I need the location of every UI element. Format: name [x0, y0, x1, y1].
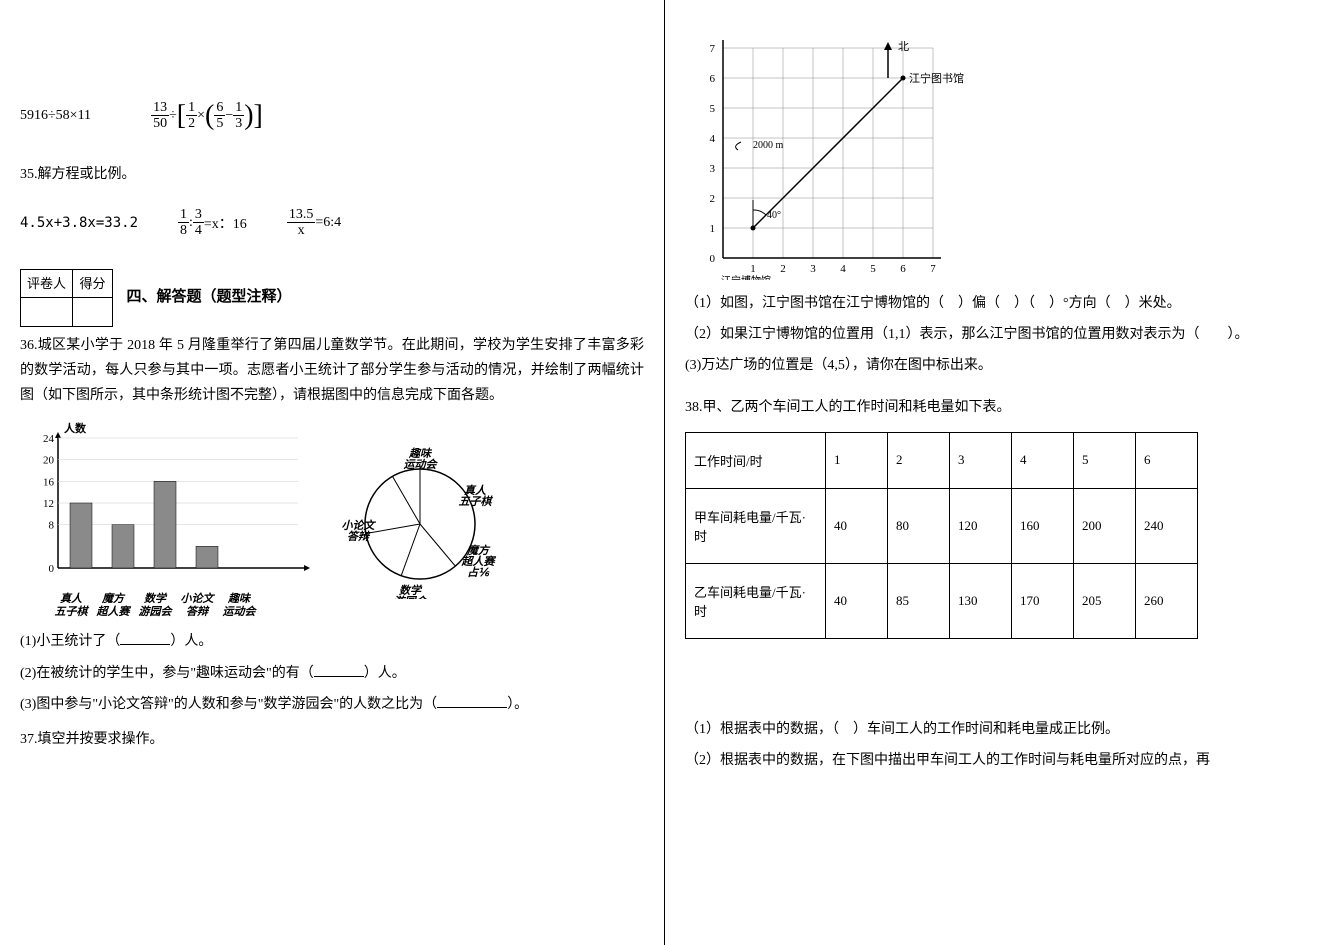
q36-s3: (3)图中参与"小论文答辩"的人数和参与"数学游园会"的人数之比为（）。 [20, 692, 644, 717]
svg-text:7: 7 [710, 43, 716, 55]
pie-chart: 趣味运动会真人五子棋魔方超人赛占⅙数学游园会小论文答辩 [340, 439, 500, 599]
svg-text:16: 16 [43, 476, 55, 488]
svg-text:2: 2 [780, 263, 786, 275]
svg-text:3: 3 [710, 163, 716, 175]
svg-text:1: 1 [750, 263, 756, 275]
svg-text:3: 3 [810, 263, 816, 275]
right-column: 1 2 3 4 5 6 7 0 1 2 3 4 5 6 7 北江宁图书馆江宁博物馆 2000 m 40° （1）如… [665, 0, 1335, 945]
bar-chart: 人数 24 20 16 12 8 0 真人五子棋魔方超人赛数学游园会小论文答辩趣味运动会 [30, 418, 310, 619]
q35-e1: 4.5x+3.8x=33.2 [20, 215, 138, 231]
q35-row: 4.5x+3.8x=33.2 18 : 34 =x：16 13.5x =6:4 [20, 207, 644, 239]
section4-row: 评卷人得分 四、解答题（题型注释） [20, 269, 644, 327]
svg-text:江宁博物馆: 江宁博物馆 [721, 274, 771, 280]
svg-text:运动会: 运动会 [404, 458, 439, 471]
q35-title: 35.解方程或比例。 [20, 162, 644, 187]
q34-expr2: 1350 ÷ [ 12 × ( 65 − 13 ) ] [151, 100, 263, 132]
score-h2: 得分 [73, 269, 113, 297]
q38-s2: （2）根据表中的数据，在下图中描出甲车间工人的工作时间与耗电量所对应的点，再 [685, 748, 1315, 773]
svg-text:5: 5 [710, 103, 716, 115]
svg-text:0: 0 [710, 253, 716, 265]
svg-text:五子棋: 五子棋 [459, 495, 494, 508]
svg-text:5: 5 [870, 263, 876, 275]
svg-text:2000 m: 2000 m [753, 140, 784, 151]
svg-text:2: 2 [710, 193, 716, 205]
q37-s3: (3)万达广场的位置是（4,5），请你在图中标出来。 [685, 353, 1315, 378]
q35-e2: 18 : 34 =x：16 [178, 207, 247, 239]
q38-table: 工作时间/时123456甲车间耗电量/千瓦·时4080120160200240乙… [685, 432, 1198, 639]
q38-title: 38.甲、乙两个车间工人的工作时间和耗电量如下表。 [685, 395, 1315, 420]
svg-text:占⅙: 占⅙ [467, 566, 490, 579]
svg-text:20: 20 [43, 455, 55, 467]
q36-body: 36.城区某小学于 2018 年 5 月隆重举行了第四届儿童数学节。在此期间，学… [20, 333, 644, 409]
svg-text:24: 24 [43, 433, 55, 445]
svg-text:40°: 40° [767, 210, 781, 221]
q38-s1: （1）根据表中的数据，（ ）车间工人的工作时间和耗电量成正比例。 [685, 717, 1315, 742]
svg-text:7: 7 [930, 263, 936, 275]
svg-text:人数: 人数 [64, 421, 87, 435]
svg-text:4: 4 [710, 133, 716, 145]
q34-expr1: 5916÷58×11 [20, 108, 91, 124]
svg-text:0: 0 [49, 563, 55, 575]
svg-text:游园会: 游园会 [394, 595, 429, 599]
charts-row: 人数 24 20 16 12 8 0 真人五子棋魔方超人赛数学游园会小论文答辩趣味运动会 趣… [30, 418, 644, 619]
q37-s2: （2）如果江宁博物馆的位置用（1,1）表示，那么江宁图书馆的位置用数对表示为（ … [685, 322, 1315, 347]
q37-title: 37.填空并按要求操作。 [20, 727, 644, 752]
left-column: 5916÷58×11 1350 ÷ [ 12 × ( 65 − 13 ) ] 3… [0, 0, 665, 945]
svg-text:8: 8 [49, 520, 55, 532]
q34-row: 5916÷58×11 1350 ÷ [ 12 × ( 65 − 13 ) ] [20, 100, 644, 132]
svg-text:6: 6 [710, 73, 716, 85]
q36-s1: (1)小王统计了（）人。 [20, 629, 644, 654]
svg-text:北: 北 [898, 40, 909, 53]
svg-text:江宁图书馆: 江宁图书馆 [909, 71, 964, 85]
svg-text:12: 12 [43, 498, 54, 510]
q36-s2: (2)在被统计的学生中，参与"趣味运动会"的有（）人。 [20, 661, 644, 686]
svg-text:答辩: 答辩 [347, 530, 371, 543]
section4-title: 四、解答题（题型注释） [127, 284, 292, 311]
svg-text:4: 4 [840, 263, 846, 275]
svg-text:1: 1 [710, 223, 716, 235]
q35-e3: 13.5x =6:4 [287, 207, 341, 239]
score-h1: 评卷人 [21, 269, 73, 297]
bar-xlabels: 真人五子棋魔方超人赛数学游园会小论文答辩趣味运动会 [50, 593, 310, 619]
score-box: 评卷人得分 [20, 269, 113, 327]
q37-s1: （1）如图，江宁图书馆在江宁博物馆的（ ）偏（ ）（ ）°方向（ ）米处。 [685, 291, 1315, 316]
svg-text:6: 6 [900, 263, 906, 275]
grid-figure: 1 2 3 4 5 6 7 0 1 2 3 4 5 6 7 北江宁图书馆江宁博物馆 2000 m 40° [695, 40, 1315, 285]
